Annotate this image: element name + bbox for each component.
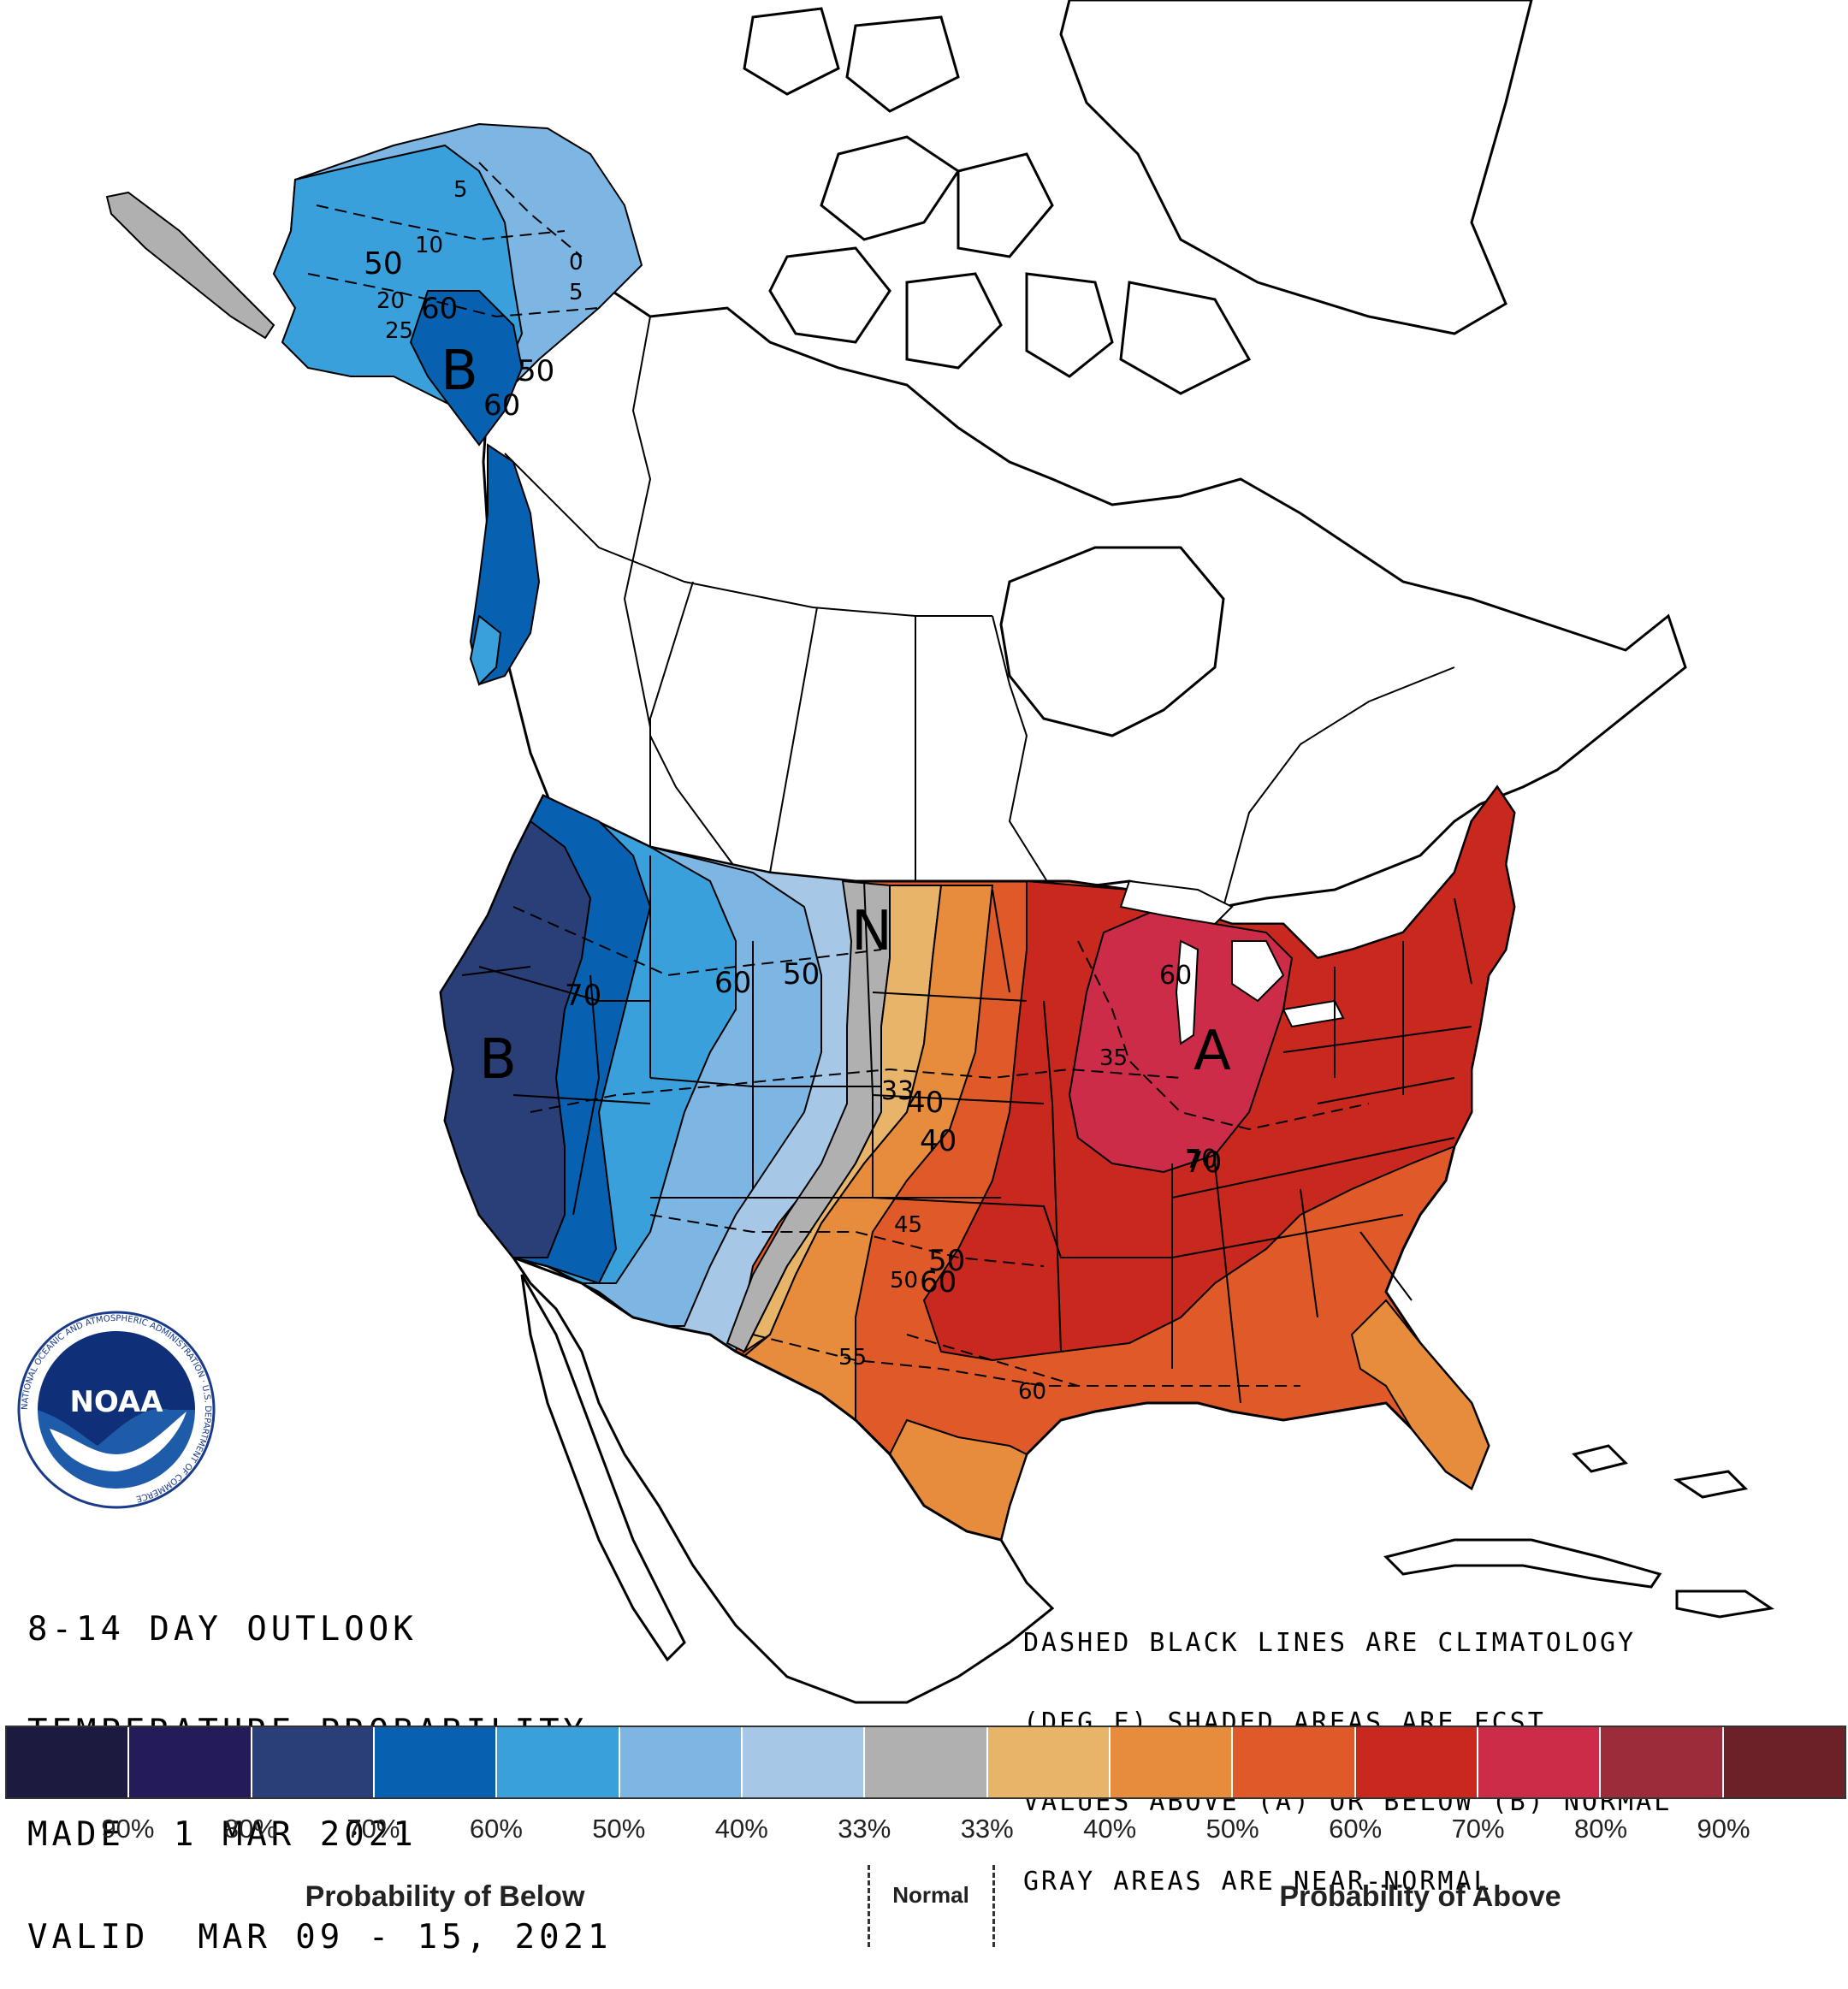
- contour-label: 35: [1099, 1045, 1128, 1071]
- contour-label: 60: [1159, 961, 1192, 991]
- plains-n-label: N: [851, 900, 892, 963]
- normal-divider-left: [868, 1865, 870, 1947]
- legend-swatch: [1355, 1727, 1478, 1797]
- west-b-label: B: [479, 1028, 517, 1092]
- great-lakes: [1119, 879, 1345, 1045]
- noaa-logo: NOAA NATIONAL OCEANIC AND ATMOSPHERIC AD…: [17, 1311, 216, 1509]
- east-a-label: A: [1194, 1020, 1231, 1083]
- hudson-bay: [999, 546, 1225, 737]
- legend-label: 60%: [469, 1814, 523, 1844]
- legend-label: 80%: [1574, 1814, 1628, 1844]
- caribbean-islands: [1383, 1444, 1774, 1619]
- legend-swatch: [7, 1727, 130, 1797]
- province-lines: [504, 316, 1455, 908]
- contour-label: 60: [421, 292, 458, 326]
- legend-label: 33%: [960, 1814, 1014, 1844]
- legend-swatch: [1233, 1727, 1356, 1797]
- legend-label: 40%: [714, 1814, 768, 1844]
- legend-swatch: [742, 1727, 866, 1797]
- alaska-b-label: B: [441, 340, 478, 403]
- notes-line-1: DASHED BLACK LINES ARE CLIMATOLOGY: [1023, 1628, 1637, 1658]
- legend-label: 80%: [223, 1814, 277, 1844]
- mexico-outline: [510, 1254, 1055, 1704]
- baja-outline: [520, 1274, 686, 1662]
- legend-label: 50%: [592, 1814, 646, 1844]
- notes-line-4: GRAY AREAS ARE NEAR-NORMAL: [1023, 1867, 1492, 1897]
- contour-label: 0: [569, 250, 583, 275]
- legend-swatch: [1601, 1727, 1724, 1797]
- florida-above-40: [1350, 1299, 1490, 1490]
- notes-line-2: (DEG F) SHADED AREAS ARE FCST: [1023, 1708, 1546, 1737]
- contour-label: 20: [376, 288, 405, 314]
- contour-label: 60: [920, 1265, 957, 1299]
- legend-label: 33%: [838, 1814, 891, 1844]
- title-line-1: 8-14 DAY OUTLOOK: [27, 1610, 418, 1649]
- contour-label: 50: [364, 246, 403, 281]
- legend-label: 50%: [1205, 1814, 1259, 1844]
- title-line-3: MADE 1 MAR 2021: [27, 1815, 418, 1854]
- contour-label: 50: [890, 1268, 918, 1293]
- contour-label: 40: [907, 1086, 944, 1120]
- legend-label: 40%: [1083, 1814, 1137, 1844]
- legend-swatch: [1110, 1727, 1234, 1797]
- contour-label: 45: [894, 1212, 922, 1238]
- contour-label: 60: [1018, 1379, 1046, 1405]
- legend-swatch: [619, 1727, 743, 1797]
- legend-label: 70%: [346, 1814, 400, 1844]
- climatology-lines: [307, 162, 1370, 1387]
- legend-label: 70%: [1451, 1814, 1505, 1844]
- title-line-4: VALID MAR 09 - 15, 2021: [27, 1918, 613, 1956]
- contour-label: 70: [1185, 1145, 1222, 1180]
- contour-label: 5: [453, 177, 468, 203]
- aleutian-near-normal: [105, 191, 275, 340]
- legend-swatch: [129, 1727, 252, 1797]
- contour-label: 60: [714, 966, 751, 1000]
- conus-below-80: [439, 820, 592, 1258]
- legend-labels: 90% 80% 70% 60% 50% 40% 33% 33% 40% 50% 60% 70% 80% 9…: [0, 1814, 1848, 1848]
- arctic-islands-outline: [743, 7, 1252, 395]
- legend-swatch: [1723, 1727, 1845, 1797]
- probability-legend: [5, 1726, 1846, 1799]
- alaska-below-60: [409, 290, 524, 447]
- contour-label: 50: [928, 1244, 965, 1278]
- panhandle-below-50: [469, 614, 502, 686]
- noaa-logo-text: NOAA: [69, 1385, 163, 1419]
- legend-swatch: [252, 1727, 375, 1797]
- normal-caption: Normal: [892, 1882, 969, 1908]
- contour-label: 33: [881, 1076, 914, 1106]
- legend-label: 90%: [1697, 1814, 1750, 1844]
- contour-label: 60: [483, 388, 520, 423]
- contour-label: 10: [415, 233, 443, 258]
- contour-label: 70: [1185, 1145, 1217, 1175]
- legend-swatch: [1478, 1727, 1602, 1797]
- greenland-outline: [1059, 0, 1533, 335]
- contour-label: 40: [920, 1124, 957, 1158]
- legend-label: 90%: [101, 1814, 155, 1844]
- below-caption: Probability of Below: [305, 1880, 585, 1913]
- normal-divider-right: [992, 1865, 995, 1947]
- legend-label: 60%: [1329, 1814, 1383, 1844]
- legend-swatch: [865, 1727, 988, 1797]
- contour-label: 50: [518, 354, 554, 388]
- legend-swatch: [497, 1727, 620, 1797]
- legend-swatch: [374, 1727, 498, 1797]
- contour-label: 25: [385, 318, 413, 344]
- contour-label: 50: [783, 957, 820, 992]
- above-caption: Probability of Above: [1279, 1880, 1561, 1913]
- state-lines: [461, 855, 1472, 1404]
- contour-label: 55: [838, 1345, 867, 1370]
- contour-label: 70: [565, 979, 601, 1013]
- legend-swatch: [987, 1727, 1111, 1797]
- contour-label: 5: [569, 280, 583, 305]
